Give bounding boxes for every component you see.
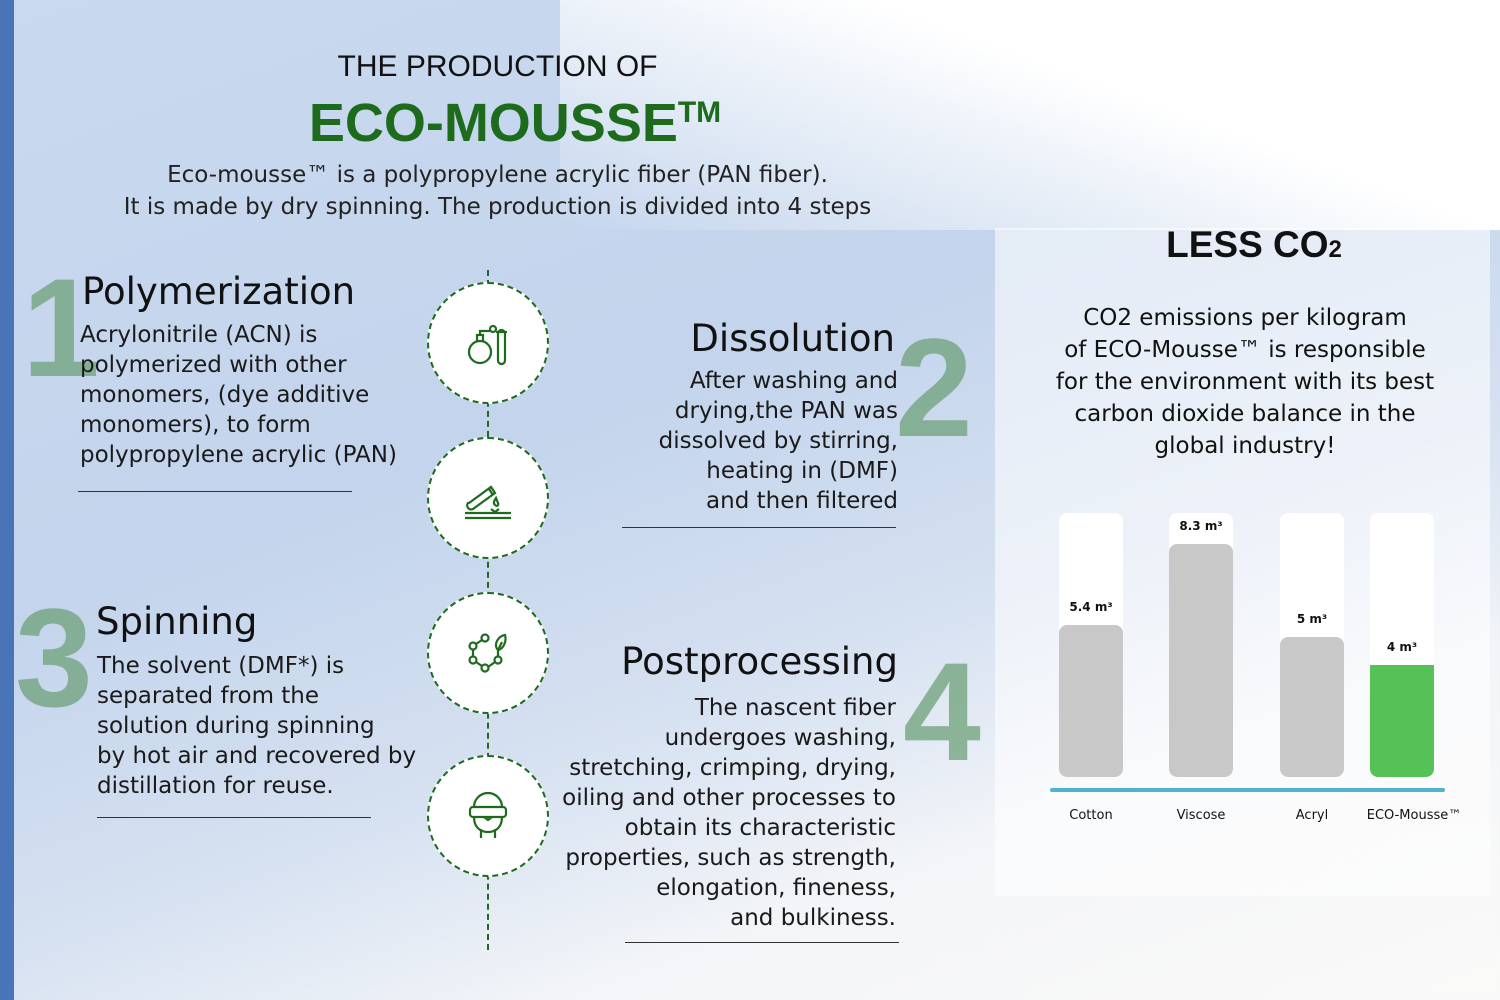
category-label: Viscose (1176, 808, 1226, 823)
text-line: distillation for reuse. (97, 773, 334, 799)
bar-1 (1169, 543, 1233, 777)
text-line: The solvent (DMF*) is (97, 653, 345, 679)
step-number-4: 4 (903, 633, 981, 790)
category-label: Acryl (1295, 808, 1329, 823)
bar-background (1059, 513, 1123, 777)
divider (625, 942, 899, 943)
text-line: monomers), to form (80, 412, 311, 438)
worker-goggles-icon (427, 755, 549, 877)
text-line: After washing and (689, 368, 898, 394)
text-line: elongation, fineness, (656, 875, 896, 901)
text-line: by hot air and recovered by (97, 743, 417, 769)
subtitle-line1: Eco-mousse™ is a polypropylene acrylic f… (167, 162, 828, 188)
step-title-polymerization: Polymerization (82, 270, 356, 313)
bar-background (1370, 513, 1434, 777)
background-highlight (560, 0, 1500, 230)
text-line: separated from the (97, 683, 320, 709)
step-number-3: 3 (15, 579, 93, 736)
text-line: solution during spinning (97, 713, 375, 739)
text-line: drying,the PAN was (674, 398, 898, 424)
bar-3 (1370, 664, 1434, 777)
text-line: stretching, crimping, drying, (569, 755, 896, 781)
text-line: Acrylonitrile (ACN) is (80, 322, 318, 348)
step-number-1: 1 (22, 249, 100, 406)
text-line: undergoes washing, (664, 725, 896, 751)
step-text-polymerization: Acrylonitrile (ACN) is polymerized with o… (80, 320, 420, 470)
category-label: Cotton (1069, 808, 1113, 823)
text-line: polymerized with other (80, 352, 347, 378)
step-text-postprocessing: The nascent fiber undergoes washing, stret… (540, 693, 896, 933)
text-line: carbon dioxide balance in the (1074, 401, 1416, 427)
co2-title: LESS CO2 (1166, 224, 1342, 265)
text-line: heating in (DMF) (706, 458, 898, 484)
pre-title: THE PRODUCTION OF (337, 50, 658, 83)
step-title-dissolution: Dissolution (690, 317, 895, 360)
text-line: and then filtered (706, 488, 898, 514)
co2-description: CO2 emissions per kilogram of ECO-Mousse™… (1000, 302, 1490, 462)
subtitle-line2: It is made by dry spinning. The producti… (123, 194, 872, 220)
bar-2 (1280, 636, 1344, 777)
molecule-leaf-icon (427, 592, 549, 714)
test-tube-drop-icon (427, 437, 549, 559)
flask-test-tube-icon (427, 282, 549, 404)
text-line: The nascent fiber (694, 695, 896, 721)
text-line: for the environment with its best (1055, 369, 1435, 395)
step-number-2: 2 (895, 309, 973, 466)
text-line: global industry! (1154, 433, 1336, 459)
step-text-dissolution: After washing and drying,the PAN was disso… (560, 366, 898, 516)
data-label: 5 m³ (1296, 611, 1328, 626)
text-line: properties, such as strength, (565, 845, 896, 871)
step-text-spinning: The solvent (DMF*) is separated from the s… (97, 651, 437, 801)
text-line: obtain its characteristic (624, 815, 896, 841)
text-line: polypropylene acrylic (PAN) (80, 442, 397, 468)
background-fabric-edge (0, 0, 14, 1000)
data-label: 4 m³ (1386, 639, 1418, 654)
bar-background (1169, 513, 1233, 777)
text-line: dissolved by stirring, (658, 428, 898, 454)
page-title: ECO-MOUSSETM (308, 93, 722, 153)
chart-axis-line (1050, 788, 1445, 792)
divider (78, 491, 352, 492)
bar-background (1280, 513, 1344, 777)
step-title-postprocessing: Postprocessing (621, 640, 898, 683)
data-label: 8.3 m³ (1179, 518, 1223, 533)
text-line: of ECO-Mousse™ is responsible (1064, 337, 1426, 363)
bar-0 (1059, 625, 1123, 777)
text-line: oiling and other processes to (562, 785, 896, 811)
category-label: ECO-Mousse™ (1366, 808, 1462, 823)
text-line: CO2 emissions per kilogram (1083, 305, 1407, 331)
step-title-spinning: Spinning (96, 600, 258, 643)
text-line: monomers, (dye additive (80, 382, 370, 408)
divider (97, 817, 371, 818)
text-line: and bulkiness. (730, 905, 896, 931)
divider (622, 527, 896, 528)
data-label: 5.4 m³ (1069, 600, 1113, 615)
